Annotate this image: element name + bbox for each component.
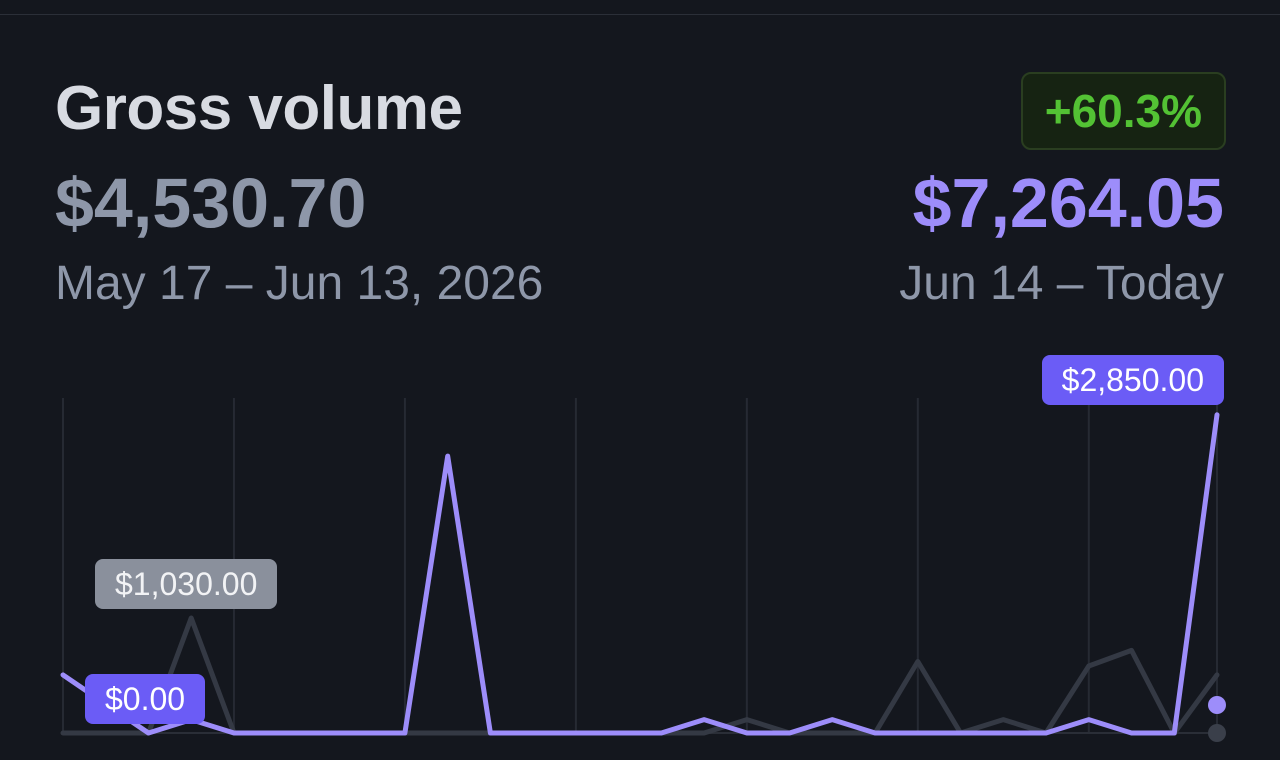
current-series-layer xyxy=(60,412,1220,736)
previous-period-line xyxy=(60,615,1220,736)
current-start-tooltip: $0.00 xyxy=(85,674,206,724)
previous-peak-tooltip: $1,030.00 xyxy=(95,559,278,609)
previous-period-range: May 17 – Jun 13, 2026 xyxy=(55,257,544,310)
change-badge: +60.3% xyxy=(1020,72,1226,150)
previous-period-total: $4,530.70 xyxy=(55,164,367,242)
previous-series-end-marker xyxy=(1208,724,1226,742)
card-title: Gross volume xyxy=(55,74,463,143)
previous-series-layer xyxy=(60,615,1220,736)
chart-markers xyxy=(1208,696,1226,742)
current-period-range: Jun 14 – Today xyxy=(899,257,1224,310)
current-peak-tooltip: $2,850.00 xyxy=(1041,355,1224,405)
top-divider xyxy=(0,14,1280,15)
current-series-end-marker xyxy=(1208,696,1226,714)
current-period-line xyxy=(60,412,1220,736)
current-period-total: $7,264.05 xyxy=(912,164,1224,242)
